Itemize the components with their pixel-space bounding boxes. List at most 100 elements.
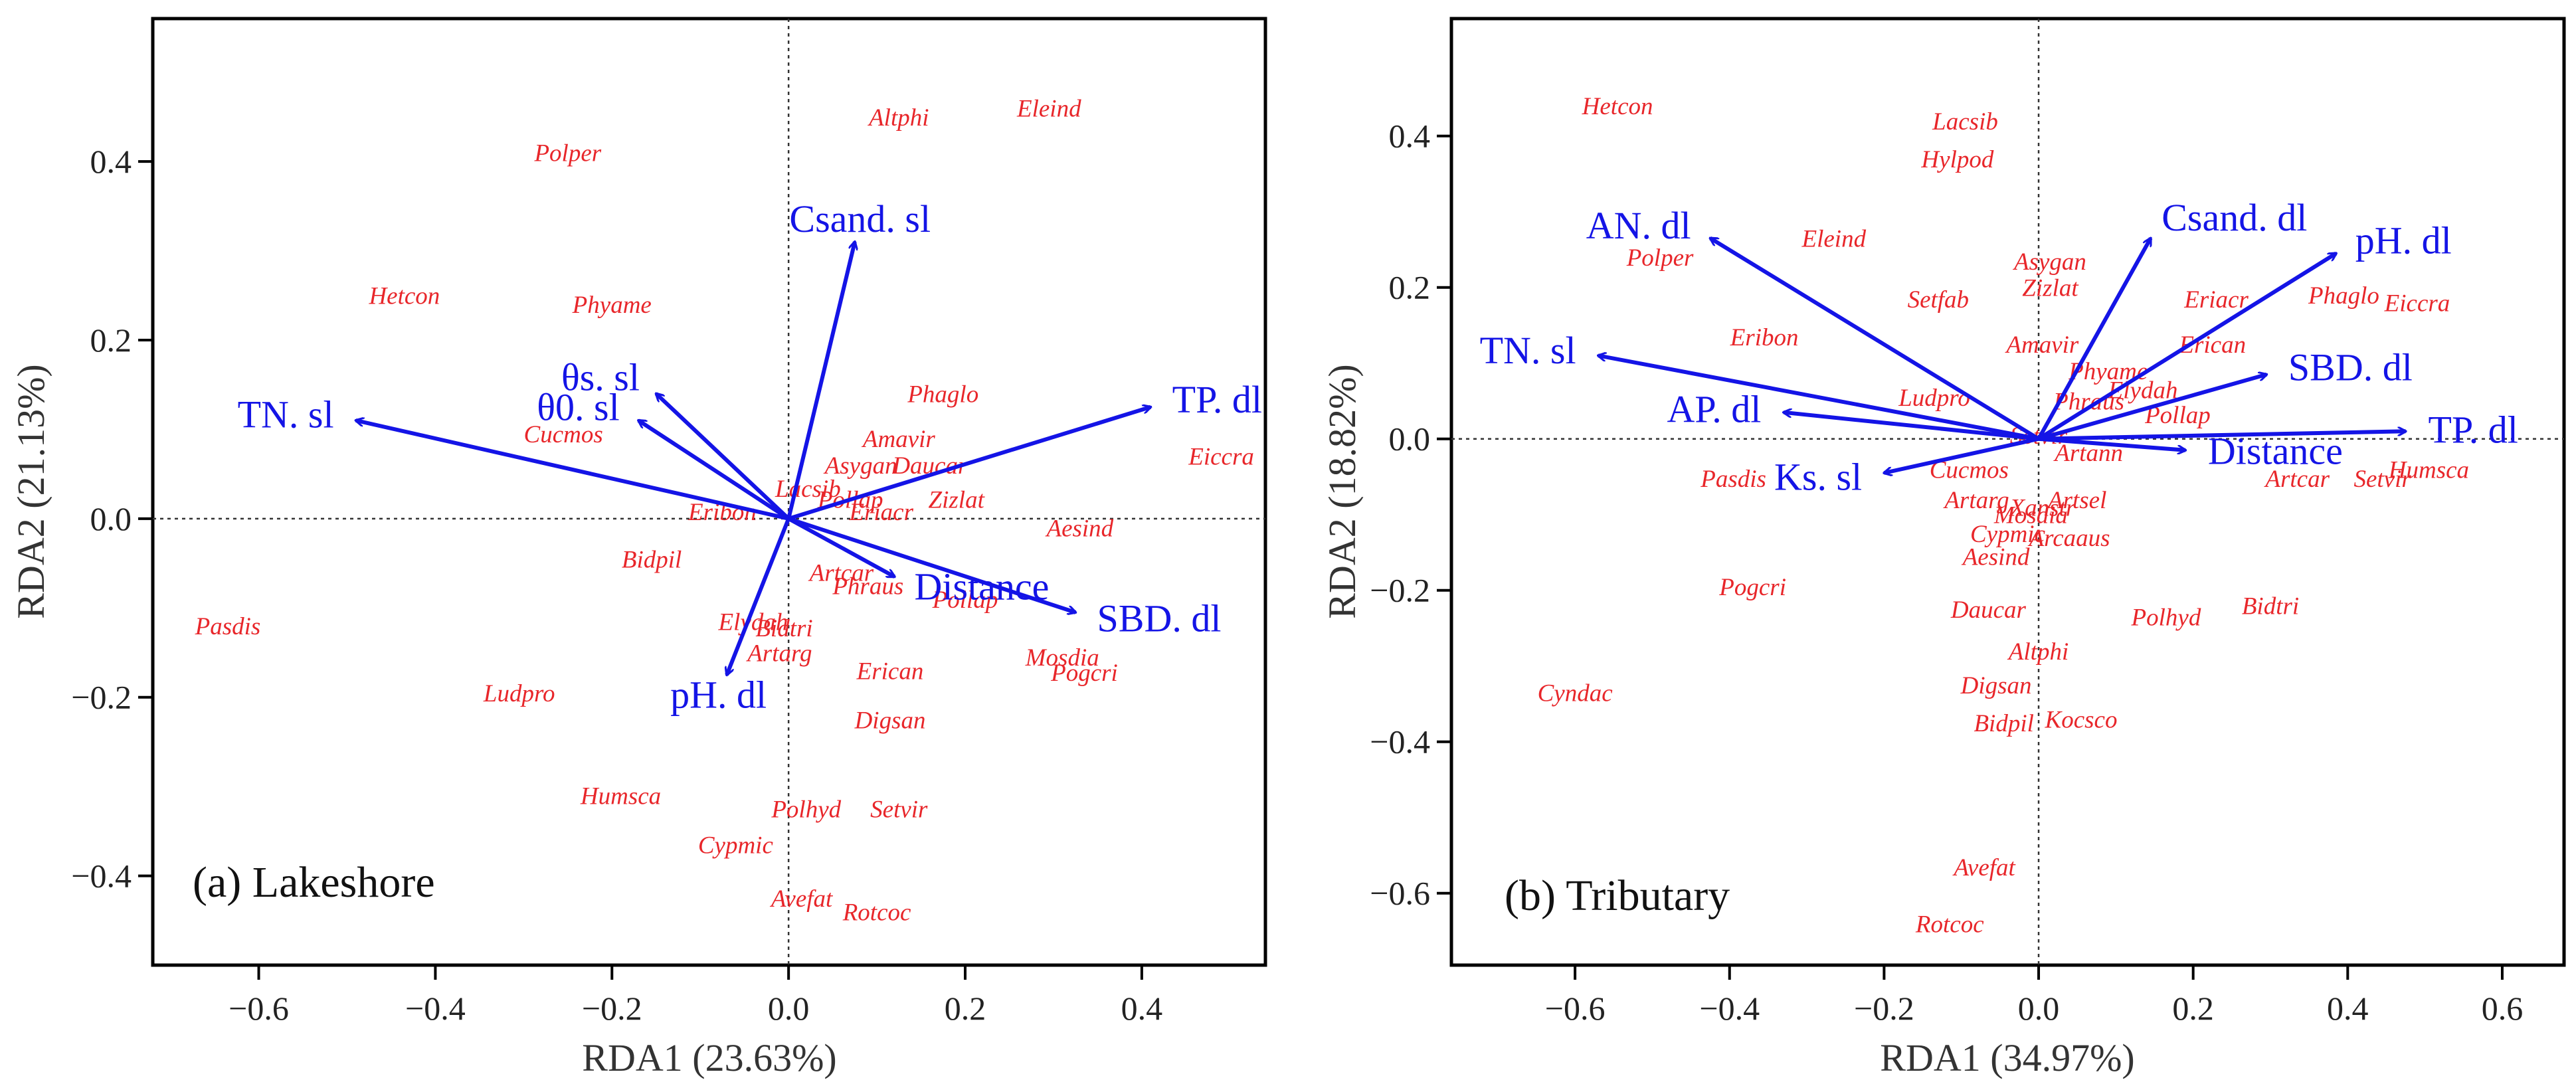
species-label: Arcaaus [2027, 525, 2110, 552]
species-label: Daucar [1950, 596, 2027, 624]
vector-label: AN. dl [1586, 204, 1691, 247]
y-tick-label: −0.2 [1370, 572, 1430, 609]
vector-arrow [788, 407, 1150, 521]
vector-label: θs. sl [561, 355, 640, 399]
y-tick-label: −0.4 [1370, 723, 1430, 761]
species-label: Pogcri [1050, 660, 1118, 687]
species-label: Digsan [854, 707, 926, 734]
species-label: Pasdis [1700, 466, 1766, 493]
y-tick-label: 0.2 [90, 321, 132, 359]
species-label: Bidpil [1974, 710, 2033, 737]
species-label: Kocsco [2045, 707, 2118, 734]
y-axis-title: RDA2 (18.82%) [1321, 364, 1364, 618]
vector-label: Distance [2208, 429, 2343, 472]
species-label: Phaglo [2308, 282, 2379, 310]
species-label: Xanstr [2009, 494, 2076, 521]
species-label: Pogcri [1718, 574, 1786, 601]
panel-label: (b) Tributary [1505, 871, 1730, 920]
species-label: Eribon [1730, 324, 1799, 351]
species-label: Avefat [769, 885, 834, 913]
species-label: Pollap [932, 587, 998, 614]
species-label: Eleind [1016, 95, 1081, 122]
species-label: Hetcon [1582, 93, 1653, 120]
species-label: Rotcoc [1915, 911, 1984, 938]
x-axis-title: RDA1 (23.63%) [582, 1036, 836, 1079]
species-label: Ludpro [483, 680, 555, 707]
species-label: Humsca [2388, 456, 2469, 484]
vector-arrow [786, 242, 855, 519]
vector-label: Ks. sl [1774, 455, 1862, 498]
species-label: Amavir [861, 426, 936, 453]
vector-arrow [787, 517, 895, 579]
species-label: Lacsib [775, 476, 841, 503]
species-label: Cypmic [698, 832, 774, 860]
vector-arrow [2038, 431, 2406, 441]
vector-arrow [1884, 436, 2039, 473]
y-tick-label: −0.2 [71, 679, 132, 716]
species-label: Amavir [2004, 331, 2079, 359]
y-tick-label: 0.0 [90, 500, 132, 537]
plot-frame [1449, 17, 2566, 967]
species-labels: Altphi Eleind Polper Hetcon Phyame Phaglo Cucm… [195, 95, 1254, 926]
axis-ticks: −0.6 −0.4 −0.2 0.0 0.2 0.4 0.6 −0.6 −0.4 −0.2 0.0 0… [1370, 118, 2523, 1027]
species-label: Eiccra [2384, 290, 2450, 318]
species-label: Polper [1626, 244, 1694, 272]
vector-arrow [1710, 236, 2040, 441]
species-label: Polper [533, 140, 601, 167]
vector-label: Distance [914, 565, 1049, 608]
x-tick-label: −0.4 [405, 990, 466, 1027]
x-tick-label: 0.2 [2172, 990, 2214, 1027]
x-axis-title: RDA1 (34.97%) [1880, 1036, 2134, 1079]
vector-label: pH. dl [2355, 219, 2452, 262]
environment-vectors: AN. dl TN. sl AP. dl Ks. sl Csand. dl pH. dl S… [1480, 196, 2518, 498]
vector-arrow [727, 517, 790, 675]
vector-arrow [356, 420, 789, 521]
species-label: Setfab [1908, 286, 1969, 314]
species-label: Artarg [745, 640, 812, 667]
species-label: Setvir [870, 796, 928, 824]
vector-label: AP. dl [1667, 387, 1762, 430]
y-tick-label: 0.2 [1389, 269, 1431, 306]
vector-label: θ0. sl [537, 385, 619, 428]
x-tick-label: 0.2 [945, 990, 986, 1027]
y-tick-label: 0.0 [1389, 420, 1431, 458]
species-label: Artcar [808, 559, 874, 587]
vector-label: SBD. dl [2288, 346, 2413, 389]
species-label: Altphi [867, 104, 929, 132]
x-tick-label: −0.2 [582, 990, 642, 1027]
vector-label: TN. sl [238, 393, 334, 436]
species-label: Bidtri [755, 615, 812, 642]
species-label: Pasdis [195, 613, 261, 640]
vector-arrow [2037, 251, 2336, 441]
species-label: Asygan [823, 452, 897, 480]
species-label: Cyndac [1538, 680, 1613, 707]
species-label: Lacsib [1932, 108, 1998, 136]
vector-label: TP. dl [1172, 378, 1262, 421]
zero-lines [1451, 19, 2564, 965]
species-label: Mosdia [1025, 644, 1099, 672]
x-tick-label: −0.2 [1854, 990, 1914, 1027]
species-label: Zizlat [929, 486, 986, 513]
species-label: Polhyd [2131, 604, 2201, 632]
species-label: Eriacr [2183, 286, 2249, 314]
zero-lines [153, 19, 1265, 965]
species-label: Cypmic [1970, 521, 2046, 548]
species-label: Phaglo [907, 381, 978, 409]
panel-label: (a) Lakeshore [193, 858, 435, 907]
y-tick-label: 0.4 [1389, 118, 1431, 155]
species-label: Rotcoc [842, 899, 911, 926]
vector-arrow [1598, 355, 2039, 441]
species-labels: Hetcon Lacsib Hylpod Eleind Polper AsyganZizl… [1538, 93, 2469, 938]
species-label: Bidtri [2242, 593, 2299, 620]
species-label: Artsel [2046, 487, 2106, 514]
species-label: Polhyd [771, 796, 841, 824]
vector-label: Csand. dl [2162, 196, 2307, 239]
x-tick-label: 0.6 [2482, 990, 2524, 1027]
vector-arrow [2038, 375, 2266, 441]
vector-arrow [788, 516, 1075, 612]
species-label: Hylpod [1920, 146, 1993, 173]
vector-label: TP. dl [2429, 409, 2518, 452]
vector-arrow [2038, 436, 2185, 450]
